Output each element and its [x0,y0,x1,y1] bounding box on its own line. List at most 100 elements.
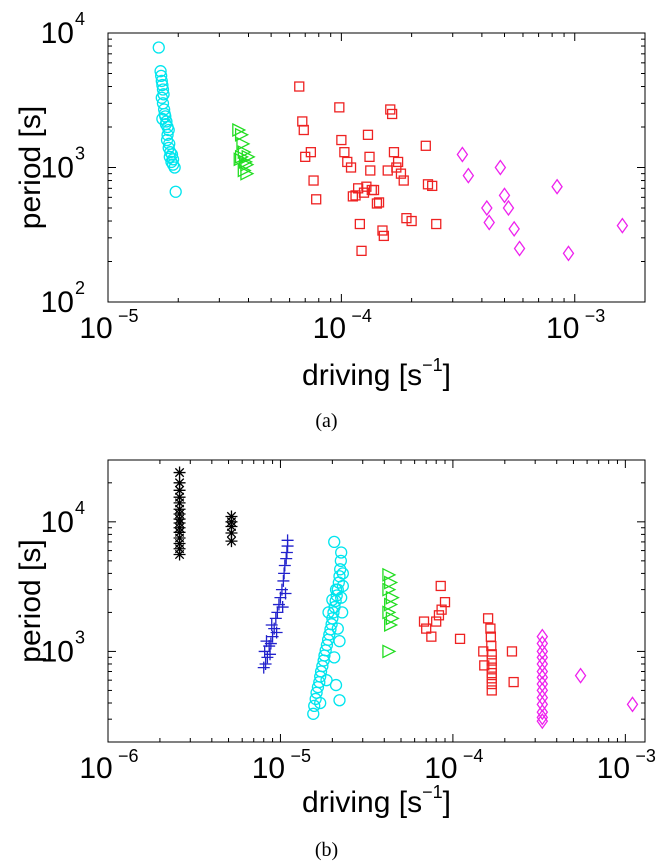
data-point [173,496,186,509]
data-point [305,147,317,158]
x-tick-exponent: −4 [351,306,372,326]
x-tick-label: 10 [546,312,579,345]
data-point [334,554,348,567]
data-point [328,651,341,664]
data-point [377,225,388,236]
data-point [486,662,497,673]
data-point [237,163,252,178]
data-point [241,149,256,164]
data-point [326,612,339,625]
data-point [336,134,347,146]
data-point [427,180,438,192]
data-point [234,127,250,142]
data-point [278,559,291,572]
data-point [166,158,180,171]
data-point [384,617,399,633]
data-point [325,618,338,631]
x-tick-label: 10 [313,312,346,345]
data-point [362,129,374,140]
data-point [164,146,177,159]
data-point [154,65,167,78]
data-point [418,616,430,627]
y-tick-exponent: 3 [75,627,85,647]
x-tick-exponent: −6 [118,746,139,766]
y-tick-label: 10 [41,152,74,185]
data-point [392,156,404,168]
data-point [152,41,165,54]
data-point [574,667,587,684]
data-point [335,591,348,604]
x-tick-exponent: −3 [585,306,606,326]
series-square [418,580,519,696]
y-tick-label: 10 [41,635,74,668]
data-point [308,175,319,186]
x-tick-label: 10 [597,752,630,785]
series-triangle-right [382,567,400,659]
data-point [265,618,278,631]
x-tick-label: 10 [79,312,112,345]
data-point [378,230,389,242]
data-point [333,694,346,707]
data-point [264,648,277,661]
data-point [365,165,376,176]
data-point [308,699,321,713]
x-tick-exponent: −5 [118,306,139,326]
data-point [436,604,447,615]
data-point [173,476,186,489]
data-point [165,148,179,161]
y-tick-label: 10 [41,17,74,50]
data-point [373,197,385,208]
data-point [259,657,272,670]
data-point [307,707,320,720]
data-point [155,69,168,83]
data-point [486,655,497,666]
y-tick-label: 10 [41,506,74,539]
plot-frame [107,32,646,303]
data-point [294,81,305,92]
data-point [232,122,247,138]
data-point [236,136,251,151]
data-point [331,622,344,635]
x-tick-label: 10 [79,752,112,785]
data-point [270,626,283,639]
data-point [368,184,380,196]
data-point [486,685,497,696]
data-point [339,147,350,158]
data-point [240,157,255,172]
data-point [482,613,494,624]
data-point [333,635,346,648]
series-circle [307,535,349,720]
data-point [233,152,248,167]
data-point [311,194,322,205]
panel-caption: (b) [315,839,338,861]
data-point [508,676,519,688]
data-point [506,646,518,657]
data-point [385,611,400,626]
data-point [156,83,170,96]
data-point [431,218,442,230]
data-point [156,78,169,92]
data-point [225,526,238,539]
data-point [320,674,333,687]
data-point [388,147,400,158]
data-point [536,712,549,730]
data-point [269,612,282,625]
data-point [431,616,442,627]
data-point [456,146,469,163]
data-point [335,546,348,559]
data-point [280,552,293,565]
data-point [298,124,309,136]
data-point [328,535,341,549]
data-point [354,218,366,230]
data-point [264,637,277,650]
minor-ticks [107,32,646,303]
minor-ticks [107,459,645,743]
data-point [364,151,375,163]
x-tick-exponent: −3 [635,746,656,766]
data-point [426,631,437,642]
data-point [486,667,497,679]
data-point [159,118,173,131]
data-point [157,103,171,116]
